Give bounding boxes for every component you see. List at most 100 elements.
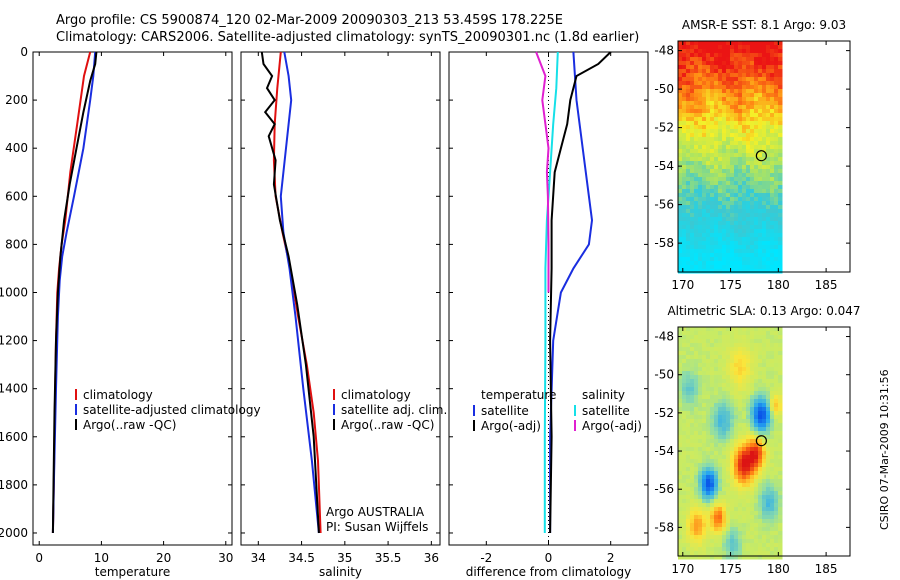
- heatmap-cell: [682, 379, 687, 384]
- heatmap-cell: [742, 419, 747, 424]
- heatmap-cell: [778, 189, 783, 194]
- heatmap-cell: [686, 205, 691, 210]
- heatmap-cell: [762, 221, 767, 226]
- heatmap-cell: [682, 439, 687, 444]
- heatmap-cell: [698, 77, 703, 82]
- heatmap-cell: [698, 335, 703, 340]
- heatmap-cell: [746, 149, 751, 154]
- heatmap-cell: [702, 237, 707, 242]
- heatmap-cell: [742, 475, 747, 480]
- heatmap-cell: [714, 403, 719, 408]
- heatmap-cell: [718, 515, 723, 520]
- heatmap-cell: [682, 205, 687, 210]
- heatmap-cell: [758, 217, 763, 222]
- heatmap-cell: [738, 511, 743, 516]
- heatmap-cell: [770, 209, 775, 214]
- heatmap-cell: [698, 133, 703, 138]
- heatmap-cell: [718, 165, 723, 170]
- heatmap-cell: [682, 515, 687, 520]
- heatmap-cell: [770, 181, 775, 186]
- heatmap-cell: [778, 245, 783, 250]
- heatmap-cell: [770, 61, 775, 66]
- heatmap-cell: [690, 109, 695, 114]
- heatmap-cell: [774, 53, 779, 58]
- heatmap-cell: [738, 81, 743, 86]
- heatmap-cell: [702, 133, 707, 138]
- heatmap-cell: [766, 411, 771, 416]
- heatmap-cell: [702, 201, 707, 206]
- heatmap-cell: [698, 221, 703, 226]
- heatmap-cell: [706, 451, 711, 456]
- heatmap-cell: [730, 117, 735, 122]
- heatmap-cell: [690, 141, 695, 146]
- heatmap-cell: [690, 117, 695, 122]
- heatmap-cell: [766, 479, 771, 484]
- heatmap-cell: [714, 121, 719, 126]
- heatmap-cell: [754, 383, 759, 388]
- heatmap-cell: [750, 41, 755, 46]
- heatmap-cell: [778, 253, 783, 258]
- heatmap-cell: [726, 205, 731, 210]
- heatmap-cell: [738, 105, 743, 110]
- y-tick-label: 1600: [0, 430, 28, 444]
- heatmap-cell: [698, 419, 703, 424]
- heatmap-cell: [714, 81, 719, 86]
- heatmap-cell: [734, 45, 739, 50]
- heatmap-cell: [734, 149, 739, 154]
- x-tick-label: -2: [480, 551, 492, 565]
- heatmap-cell: [778, 173, 783, 178]
- heatmap-cell: [718, 411, 723, 416]
- heatmap-cell: [750, 479, 755, 484]
- heatmap-cell: [698, 535, 703, 540]
- heatmap-cell: [762, 331, 767, 336]
- heatmap-cell: [762, 327, 767, 332]
- heatmap-cell: [774, 45, 779, 50]
- heatmap-cell: [774, 343, 779, 348]
- heatmap-cell: [766, 515, 771, 520]
- heatmap-cell: [738, 145, 743, 150]
- heatmap-cell: [734, 161, 739, 166]
- heatmap-cell: [682, 475, 687, 480]
- heatmap-cell: [702, 535, 707, 540]
- heatmap-cell: [678, 431, 683, 436]
- heatmap-cell: [734, 399, 739, 404]
- heatmap-cell: [734, 69, 739, 74]
- heatmap-cell: [734, 431, 739, 436]
- heatmap-cell: [766, 101, 771, 106]
- heatmap-cell: [758, 403, 763, 408]
- heatmap-cell: [678, 253, 683, 258]
- heatmap-cell: [682, 165, 687, 170]
- heatmap-cell: [762, 153, 767, 158]
- heatmap-cell: [762, 201, 767, 206]
- heatmap-cell: [714, 527, 719, 532]
- heatmap-cell: [698, 427, 703, 432]
- heatmap-cell: [742, 121, 747, 126]
- heatmap-cell: [742, 467, 747, 472]
- heatmap-cell: [706, 213, 711, 218]
- heatmap-cell: [718, 125, 723, 130]
- heatmap-cell: [766, 419, 771, 424]
- heatmap-cell: [698, 145, 703, 150]
- heatmap-cell: [758, 165, 763, 170]
- heatmap-cell: [722, 419, 727, 424]
- heatmap-cell: [778, 383, 783, 388]
- heatmap-cell: [690, 137, 695, 142]
- heatmap-cell: [770, 237, 775, 242]
- heatmap-cell: [706, 193, 711, 198]
- heatmap-cell: [766, 427, 771, 432]
- heatmap-cell: [758, 249, 763, 254]
- heatmap-cell: [774, 407, 779, 412]
- heatmap-cell: [690, 335, 695, 340]
- heatmap-cell: [694, 249, 699, 254]
- heatmap-cell: [714, 447, 719, 452]
- heatmap-cell: [690, 475, 695, 480]
- heatmap-cell: [750, 121, 755, 126]
- heatmap-cell: [738, 129, 743, 134]
- heatmap-cell: [754, 269, 759, 274]
- heatmap-cell: [730, 57, 735, 62]
- heatmap-cell: [758, 101, 763, 106]
- heatmap-cell: [722, 145, 727, 150]
- heatmap-cell: [722, 41, 727, 46]
- heatmap-cell: [722, 261, 727, 266]
- heatmap-cell: [690, 419, 695, 424]
